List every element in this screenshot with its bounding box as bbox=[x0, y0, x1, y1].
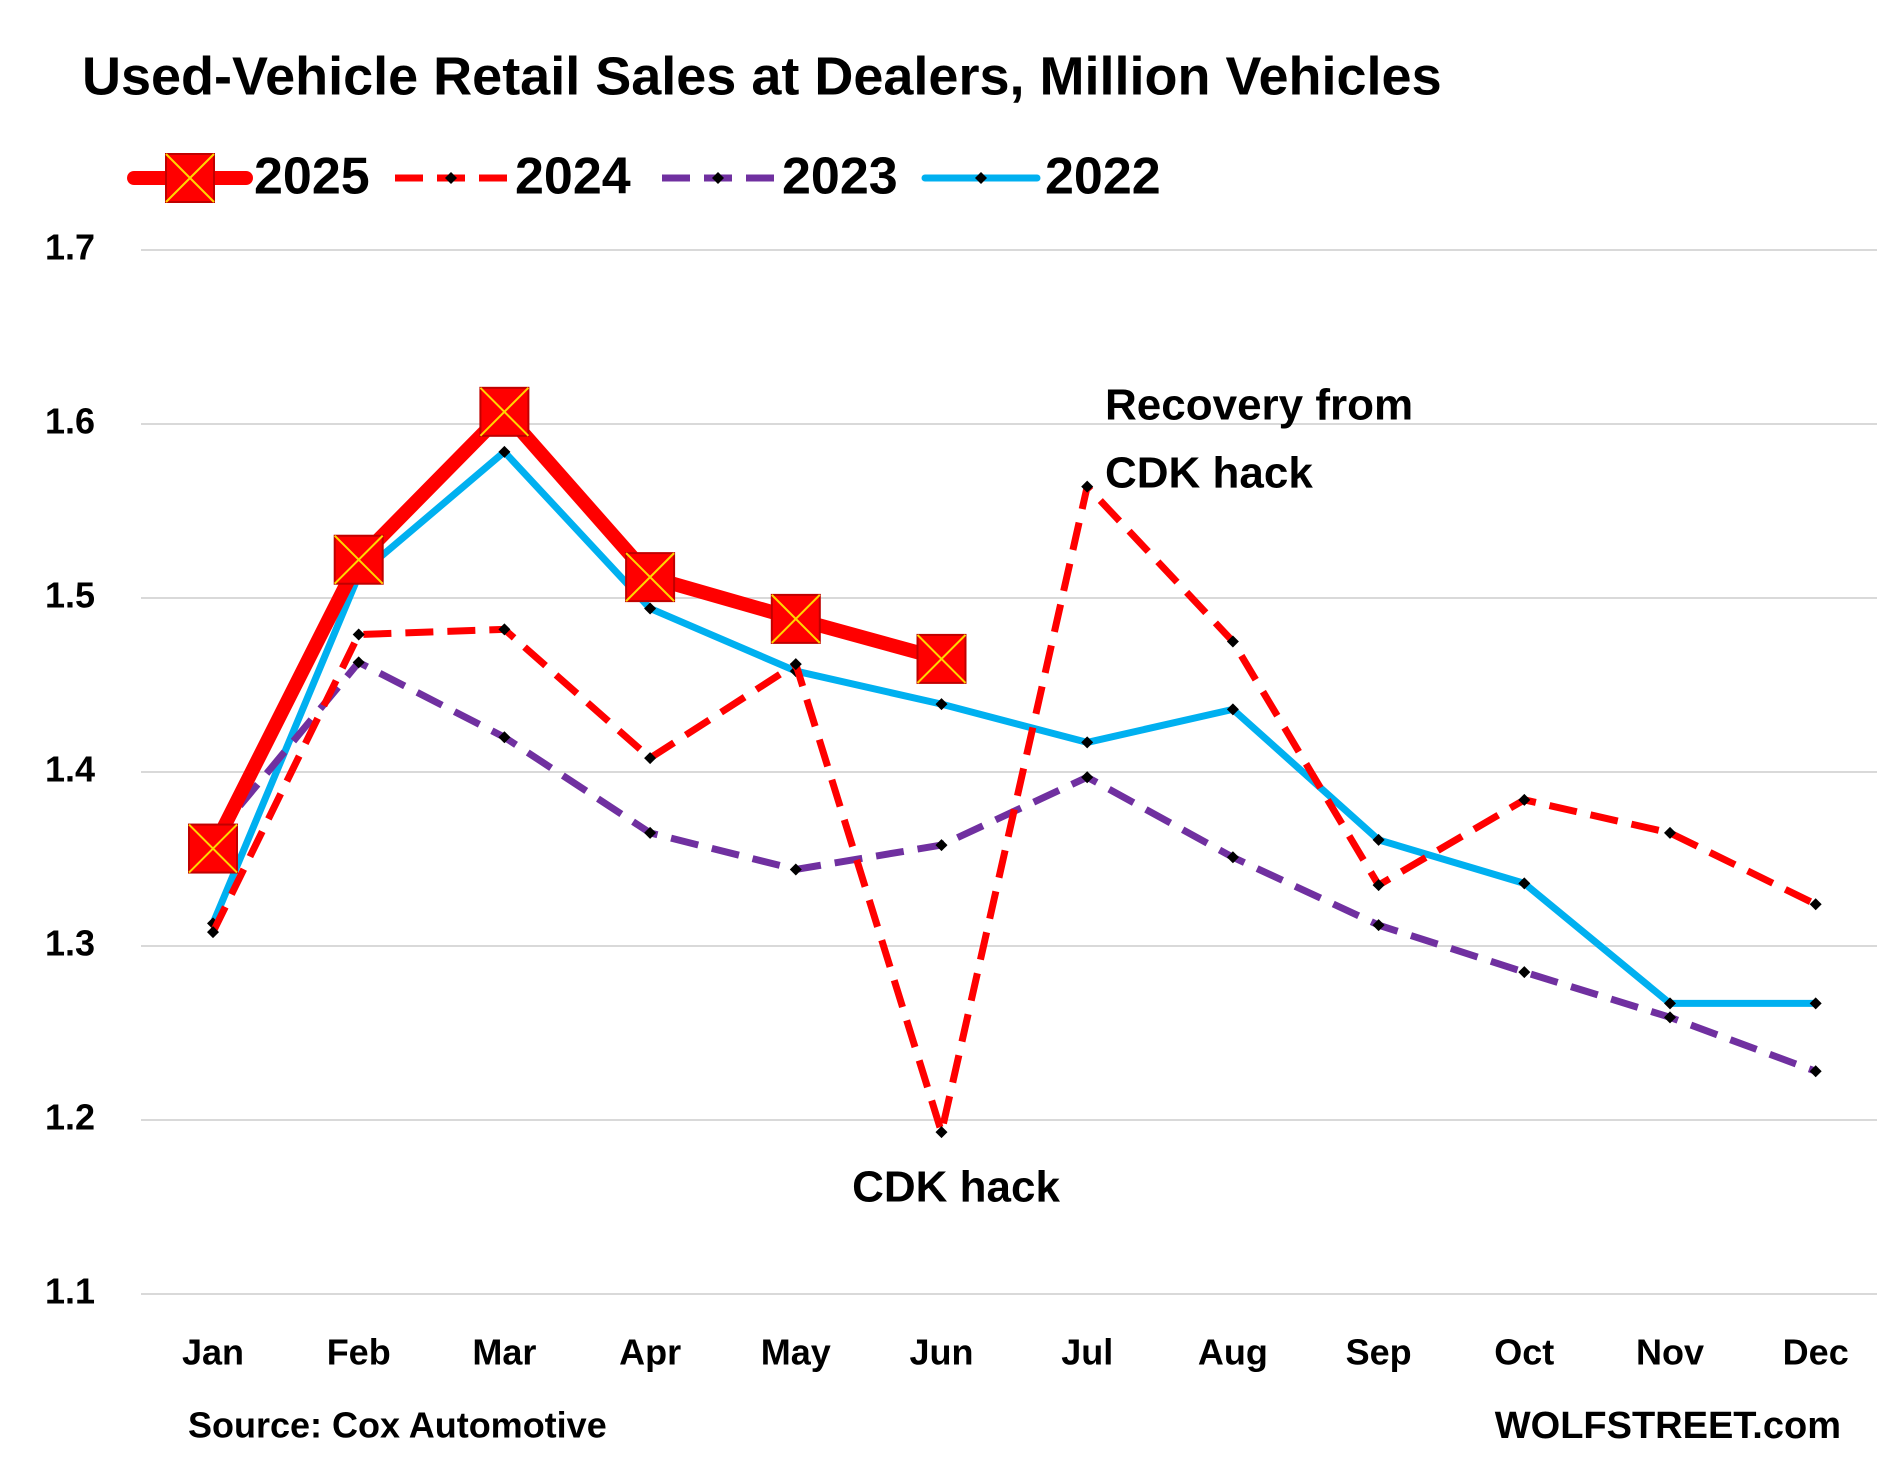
legend-item: 2025 bbox=[127, 148, 370, 206]
marker bbox=[352, 628, 365, 641]
marker bbox=[165, 153, 215, 203]
marker bbox=[916, 633, 967, 684]
marker bbox=[712, 172, 724, 184]
marker-x bbox=[479, 387, 530, 437]
y-tick-label: 1.6 bbox=[45, 401, 95, 442]
marker bbox=[479, 386, 530, 437]
x-tick-label: Sep bbox=[1346, 1332, 1412, 1373]
marker bbox=[644, 826, 657, 839]
marker bbox=[498, 445, 511, 458]
legend-item: 2024 bbox=[395, 148, 631, 206]
marker bbox=[1664, 997, 1676, 1010]
legend-label: 2024 bbox=[515, 148, 631, 206]
marker bbox=[975, 172, 987, 184]
marker bbox=[935, 1126, 948, 1139]
marker bbox=[1518, 793, 1531, 806]
marker bbox=[1226, 635, 1239, 648]
marker bbox=[1372, 833, 1385, 846]
marker bbox=[644, 752, 657, 765]
marker bbox=[498, 731, 511, 744]
marker bbox=[1518, 966, 1531, 979]
marker bbox=[333, 534, 384, 585]
marker bbox=[644, 602, 657, 615]
x-tick-label: Jan bbox=[182, 1332, 244, 1373]
marker bbox=[935, 839, 948, 852]
marker bbox=[935, 698, 948, 711]
legend-item: 2022 bbox=[921, 148, 1161, 206]
marker bbox=[789, 658, 802, 671]
series-2022 bbox=[207, 445, 1822, 1010]
marker bbox=[1518, 877, 1531, 890]
x-tick-label: Dec bbox=[1783, 1332, 1849, 1373]
marker bbox=[445, 172, 457, 184]
marker bbox=[1081, 480, 1094, 493]
x-tick-label: Jun bbox=[909, 1332, 973, 1373]
y-tick-label: 1.2 bbox=[45, 1097, 95, 1138]
source: Source: Cox Automotive bbox=[188, 1405, 607, 1446]
y-tick-label: 1.7 bbox=[45, 227, 95, 268]
y-tick-label: 1.3 bbox=[45, 923, 95, 964]
annotation: Recovery from bbox=[1105, 381, 1413, 430]
series-2023 bbox=[207, 656, 1822, 1078]
marker-x bbox=[165, 153, 215, 203]
y-tick-label: 1.1 bbox=[45, 1271, 95, 1312]
marker bbox=[1081, 736, 1094, 749]
legend-item: 2023 bbox=[662, 148, 898, 206]
x-tick-label: Jul bbox=[1061, 1332, 1113, 1373]
marker bbox=[1664, 1011, 1676, 1024]
marker bbox=[188, 823, 238, 874]
marker bbox=[498, 623, 511, 636]
x-tick-label: Aug bbox=[1198, 1332, 1268, 1373]
marker-x bbox=[771, 594, 821, 644]
marker bbox=[625, 552, 676, 603]
x-tick-label: Oct bbox=[1494, 1332, 1554, 1373]
x-tick-label: Feb bbox=[327, 1332, 391, 1373]
series-2025 bbox=[188, 386, 967, 874]
marker-x bbox=[916, 634, 967, 684]
legend-label: 2022 bbox=[1045, 148, 1161, 206]
marker bbox=[1372, 879, 1385, 892]
legend-label: 2023 bbox=[782, 148, 898, 206]
marker bbox=[1081, 771, 1094, 784]
marker bbox=[1664, 826, 1676, 839]
y-tick-label: 1.4 bbox=[45, 749, 95, 790]
x-tick-label: Nov bbox=[1636, 1332, 1704, 1373]
marker bbox=[1226, 851, 1239, 864]
marker bbox=[1372, 919, 1385, 932]
x-tick-label: May bbox=[761, 1332, 831, 1373]
marker bbox=[1226, 703, 1239, 716]
y-tick-label: 1.5 bbox=[45, 575, 95, 616]
marker bbox=[352, 656, 365, 669]
marker-x bbox=[333, 535, 384, 585]
marker bbox=[1809, 997, 1822, 1010]
marker bbox=[1809, 1065, 1822, 1078]
chart-title: Used-Vehicle Retail Sales at Dealers, Mi… bbox=[82, 46, 1442, 106]
legend-label: 2025 bbox=[254, 148, 370, 206]
credit: WOLFSTREET.com bbox=[1495, 1405, 1841, 1447]
marker bbox=[789, 863, 802, 876]
annotation: CDK hack bbox=[852, 1163, 1060, 1212]
marker bbox=[770, 593, 821, 644]
marker-x bbox=[188, 823, 238, 874]
marker-x bbox=[625, 552, 675, 602]
series-2024 bbox=[207, 480, 1822, 1139]
series-line bbox=[209, 448, 1820, 1007]
x-tick-label: Mar bbox=[472, 1332, 536, 1373]
annotation: CDK hack bbox=[1105, 449, 1313, 498]
x-tick-label: Apr bbox=[619, 1332, 681, 1373]
marker bbox=[207, 926, 219, 939]
marker bbox=[1809, 898, 1822, 911]
